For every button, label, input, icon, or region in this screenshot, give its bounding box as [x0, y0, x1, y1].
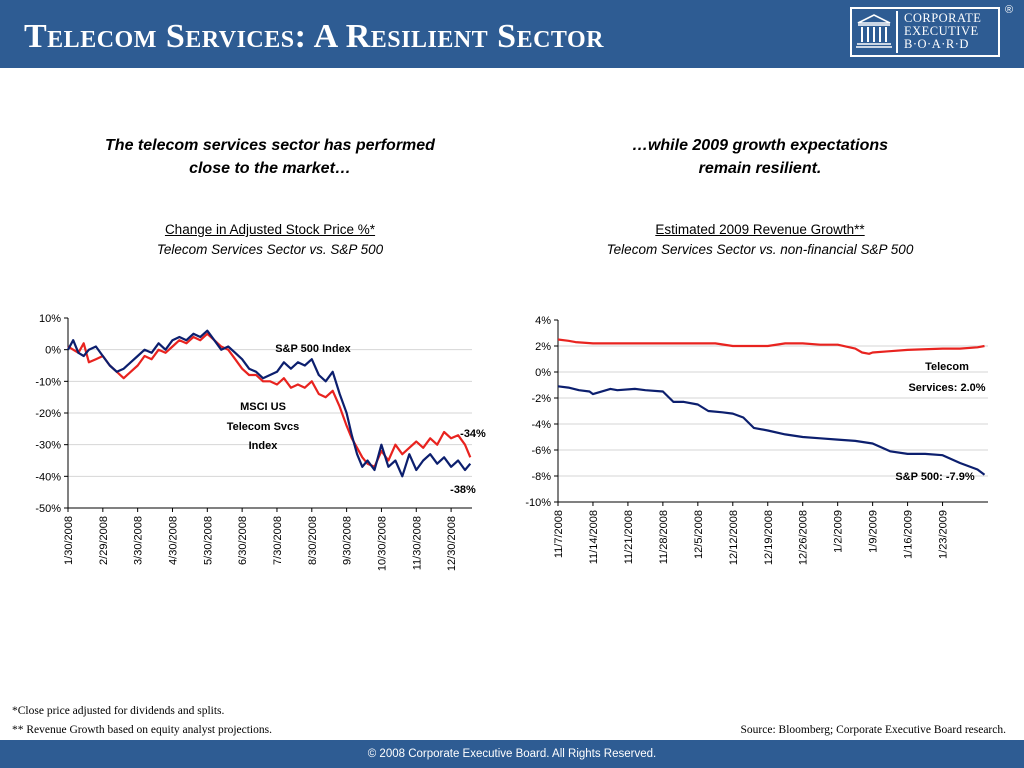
- right-chart-title-block: Estimated 2009 Revenue Growth** Telecom …: [545, 220, 975, 260]
- revenue-chart-y-tick-label: -8%: [531, 471, 551, 483]
- left-chart-subtitle: Telecom Services Sector vs. S&P 500: [156, 242, 384, 257]
- revenue-chart-x-tick-label: 11/14/2008: [588, 510, 600, 564]
- stock-chart-series-b-line: [67, 329, 472, 478]
- revenue-chart-x-tick-label: 1/23/2009: [938, 510, 950, 559]
- revenue-chart-x-tick-label: 1/16/2009: [903, 510, 915, 559]
- stock-chart-x-tick-label: 10/30/2008: [376, 516, 388, 571]
- revenue-chart-y-tick-label: 0%: [535, 367, 551, 379]
- stock-chart-x-tick-label: 11/30/2008: [411, 516, 423, 570]
- stock-chart-y-tick-label: 0%: [45, 345, 61, 357]
- revenue-chart-x-tick-label: 11/21/2008: [623, 510, 635, 564]
- left-heading-line-2: close to the market…: [189, 160, 351, 177]
- stock-chart-y-tick-label: -40%: [35, 471, 61, 483]
- footnotes: *Close price adjusted for dividends and …: [12, 702, 272, 740]
- revenue-chart-annotation: Services: 2.0%: [908, 382, 985, 394]
- footnote-1: *Close price adjusted for dividends and …: [12, 705, 225, 717]
- logo-line-1: CORPORATE: [904, 11, 982, 25]
- right-heading-line-2: remain resilient.: [698, 160, 822, 177]
- stock-chart-x-tick-label: 7/30/2008: [272, 516, 284, 565]
- stock-chart-y-tick-label: 10%: [39, 313, 61, 325]
- revenue-chart-annotation: S&P 500: -7.9%: [895, 471, 975, 483]
- stock-price-chart: 10% 0% -10% -20% -30% -40% -50%1/30/2008 2/29/2…: [35, 313, 486, 571]
- stock-chart-x-tick-label: 3/30/2008: [133, 516, 145, 565]
- logo-line-3: B·O·A·R·D: [904, 37, 969, 51]
- building-icon: [854, 11, 898, 53]
- right-panel-heading: …while 2009 growth expectations remain r…: [545, 134, 975, 180]
- stock-chart-x-tick-label: 4/30/2008: [167, 516, 179, 565]
- right-chart-title: Estimated 2009 Revenue Growth**: [655, 222, 865, 237]
- stock-chart-annotation: MSCI US: [240, 401, 286, 413]
- footer-bar: © 2008 Corporate Executive Board. All Ri…: [0, 740, 1024, 768]
- stock-chart-series-a-line: [67, 332, 472, 468]
- revenue-chart-x-tick-label: 11/28/2008: [658, 510, 670, 564]
- revenue-chart-x-tick-label: 1/2/2009: [833, 510, 845, 553]
- stock-chart-x-tick-label: 8/30/2008: [307, 516, 319, 565]
- stock-chart-y-tick-label: -20%: [35, 408, 61, 420]
- revenue-chart-annotation: Telecom: [925, 361, 969, 373]
- revenue-chart-y-tick-label: -10%: [525, 497, 551, 509]
- header-bar: Telecom Services: A Resilient Sector COR…: [0, 0, 1024, 68]
- left-panel-heading: The telecom services sector has performe…: [60, 134, 480, 180]
- revenue-chart-y-tick-label: 4%: [535, 315, 551, 327]
- stock-chart-y-tick-label: -30%: [35, 440, 61, 452]
- footnote-2: ** Revenue Growth based on equity analys…: [12, 724, 272, 736]
- revenue-chart-y-tick-label: -2%: [531, 393, 551, 405]
- logo-text: CORPORATE EXECUTIVE B·O·A·R·D: [904, 12, 981, 51]
- stock-chart-x-tick-label: 6/30/2008: [237, 516, 249, 565]
- company-logo: CORPORATE EXECUTIVE B·O·A·R·D: [850, 7, 1000, 57]
- left-chart-title-block: Change in Adjusted Stock Price %* Teleco…: [60, 220, 480, 260]
- stock-chart-annotation: -34%: [460, 428, 486, 440]
- stock-chart-y-tick-label: -10%: [35, 376, 61, 388]
- stock-chart-annotation: Telecom Svcs: [227, 421, 300, 433]
- stock-chart-annotation: Index: [249, 440, 279, 452]
- stock-chart-annotation: -38%: [450, 484, 476, 496]
- revenue-chart-y-tick-label: -6%: [531, 445, 551, 457]
- stock-chart-annotation: S&P 500 Index: [275, 343, 351, 355]
- page-title: Telecom Services: A Resilient Sector: [24, 18, 605, 55]
- revenue-growth-chart: 4% 2% 0% -2% -4% -6% -8% -10%11/7/2008 11/14/200…: [525, 315, 988, 565]
- stock-chart-x-tick-label: 12/30/2008: [446, 516, 458, 571]
- stock-chart-x-tick-label: 2/29/2008: [98, 516, 110, 565]
- revenue-chart-x-tick-label: 12/5/2008: [693, 510, 705, 559]
- right-heading-line-1: …while 2009 growth expectations: [631, 137, 889, 154]
- revenue-chart-x-tick-label: 11/7/2008: [553, 510, 565, 558]
- revenue-chart-series-b-line: [557, 385, 986, 476]
- stock-chart-y-tick-label: -50%: [35, 503, 61, 515]
- right-chart-subtitle: Telecom Services Sector vs. non-financia…: [606, 242, 914, 257]
- revenue-chart-x-tick-label: 12/26/2008: [798, 510, 810, 565]
- copyright-text: © 2008 Corporate Executive Board. All Ri…: [367, 748, 657, 760]
- stock-chart-x-tick-label: 1/30/2008: [63, 516, 75, 565]
- revenue-chart-x-tick-label: 12/19/2008: [763, 510, 775, 565]
- source-note: Source: Bloomberg; Corporate Executive B…: [740, 724, 1006, 736]
- revenue-chart-y-tick-label: -4%: [531, 419, 551, 431]
- revenue-chart-x-tick-label: 12/12/2008: [728, 510, 740, 565]
- revenue-chart-x-tick-label: 1/9/2009: [868, 510, 880, 553]
- logo-line-2: EXECUTIVE: [904, 24, 979, 38]
- revenue-chart-series-a-line: [557, 338, 985, 355]
- revenue-chart-y-tick-label: 2%: [535, 341, 551, 353]
- stock-chart-x-tick-label: 9/30/2008: [342, 516, 354, 565]
- stock-chart-x-tick-label: 5/30/2008: [202, 516, 214, 565]
- registered-mark: ®: [1005, 4, 1014, 16]
- left-heading-line-1: The telecom services sector has performe…: [105, 137, 435, 154]
- left-chart-title: Change in Adjusted Stock Price %*: [164, 222, 376, 237]
